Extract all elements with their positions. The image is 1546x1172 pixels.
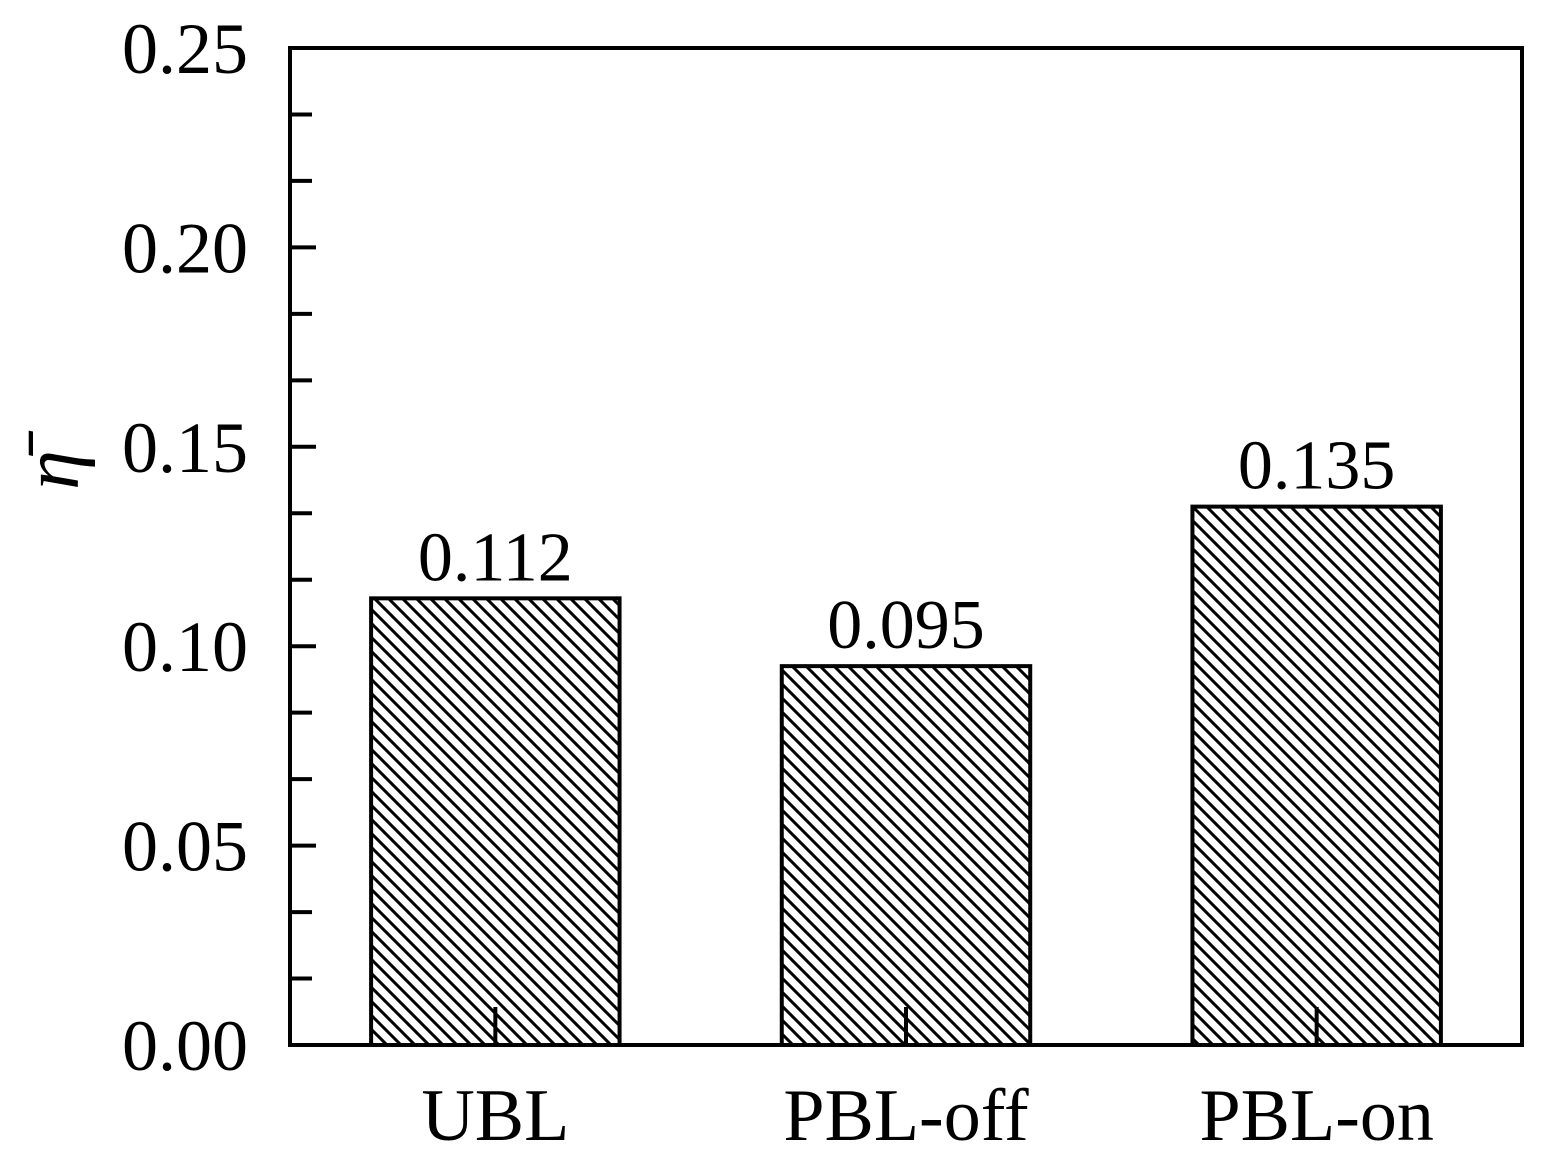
y-tick-label: 0.00	[122, 1006, 248, 1086]
x-category-label: UBL	[421, 1075, 569, 1157]
y-tick-label: 0.10	[122, 607, 248, 687]
y-tick-label: 0.15	[122, 408, 248, 488]
y-axis-label: η̄	[8, 430, 96, 490]
bar-pbl-on	[1190, 504, 1443, 1047]
y-tick-label: 0.20	[122, 208, 248, 288]
y-axis-ticks: 0.00 0.05 0.10 0.15 0.20 0.25	[122, 9, 316, 1086]
x-category-label: PBL-off	[783, 1075, 1029, 1157]
bar-pbl-off	[779, 664, 1033, 1047]
data-labels: 0.112 0.095 0.135	[418, 428, 1396, 665]
bars	[369, 504, 1443, 1047]
y-tick-label: 0.25	[122, 9, 248, 89]
data-label: 0.095	[827, 587, 985, 664]
x-category-label: PBL-on	[1199, 1075, 1433, 1157]
data-label: 0.135	[1238, 428, 1396, 505]
x-axis-ticks: UBL PBL-off PBL-on	[421, 1007, 1434, 1157]
bar-ubl	[369, 596, 622, 1047]
y-tick-label: 0.05	[122, 807, 248, 887]
data-label: 0.112	[418, 519, 573, 596]
